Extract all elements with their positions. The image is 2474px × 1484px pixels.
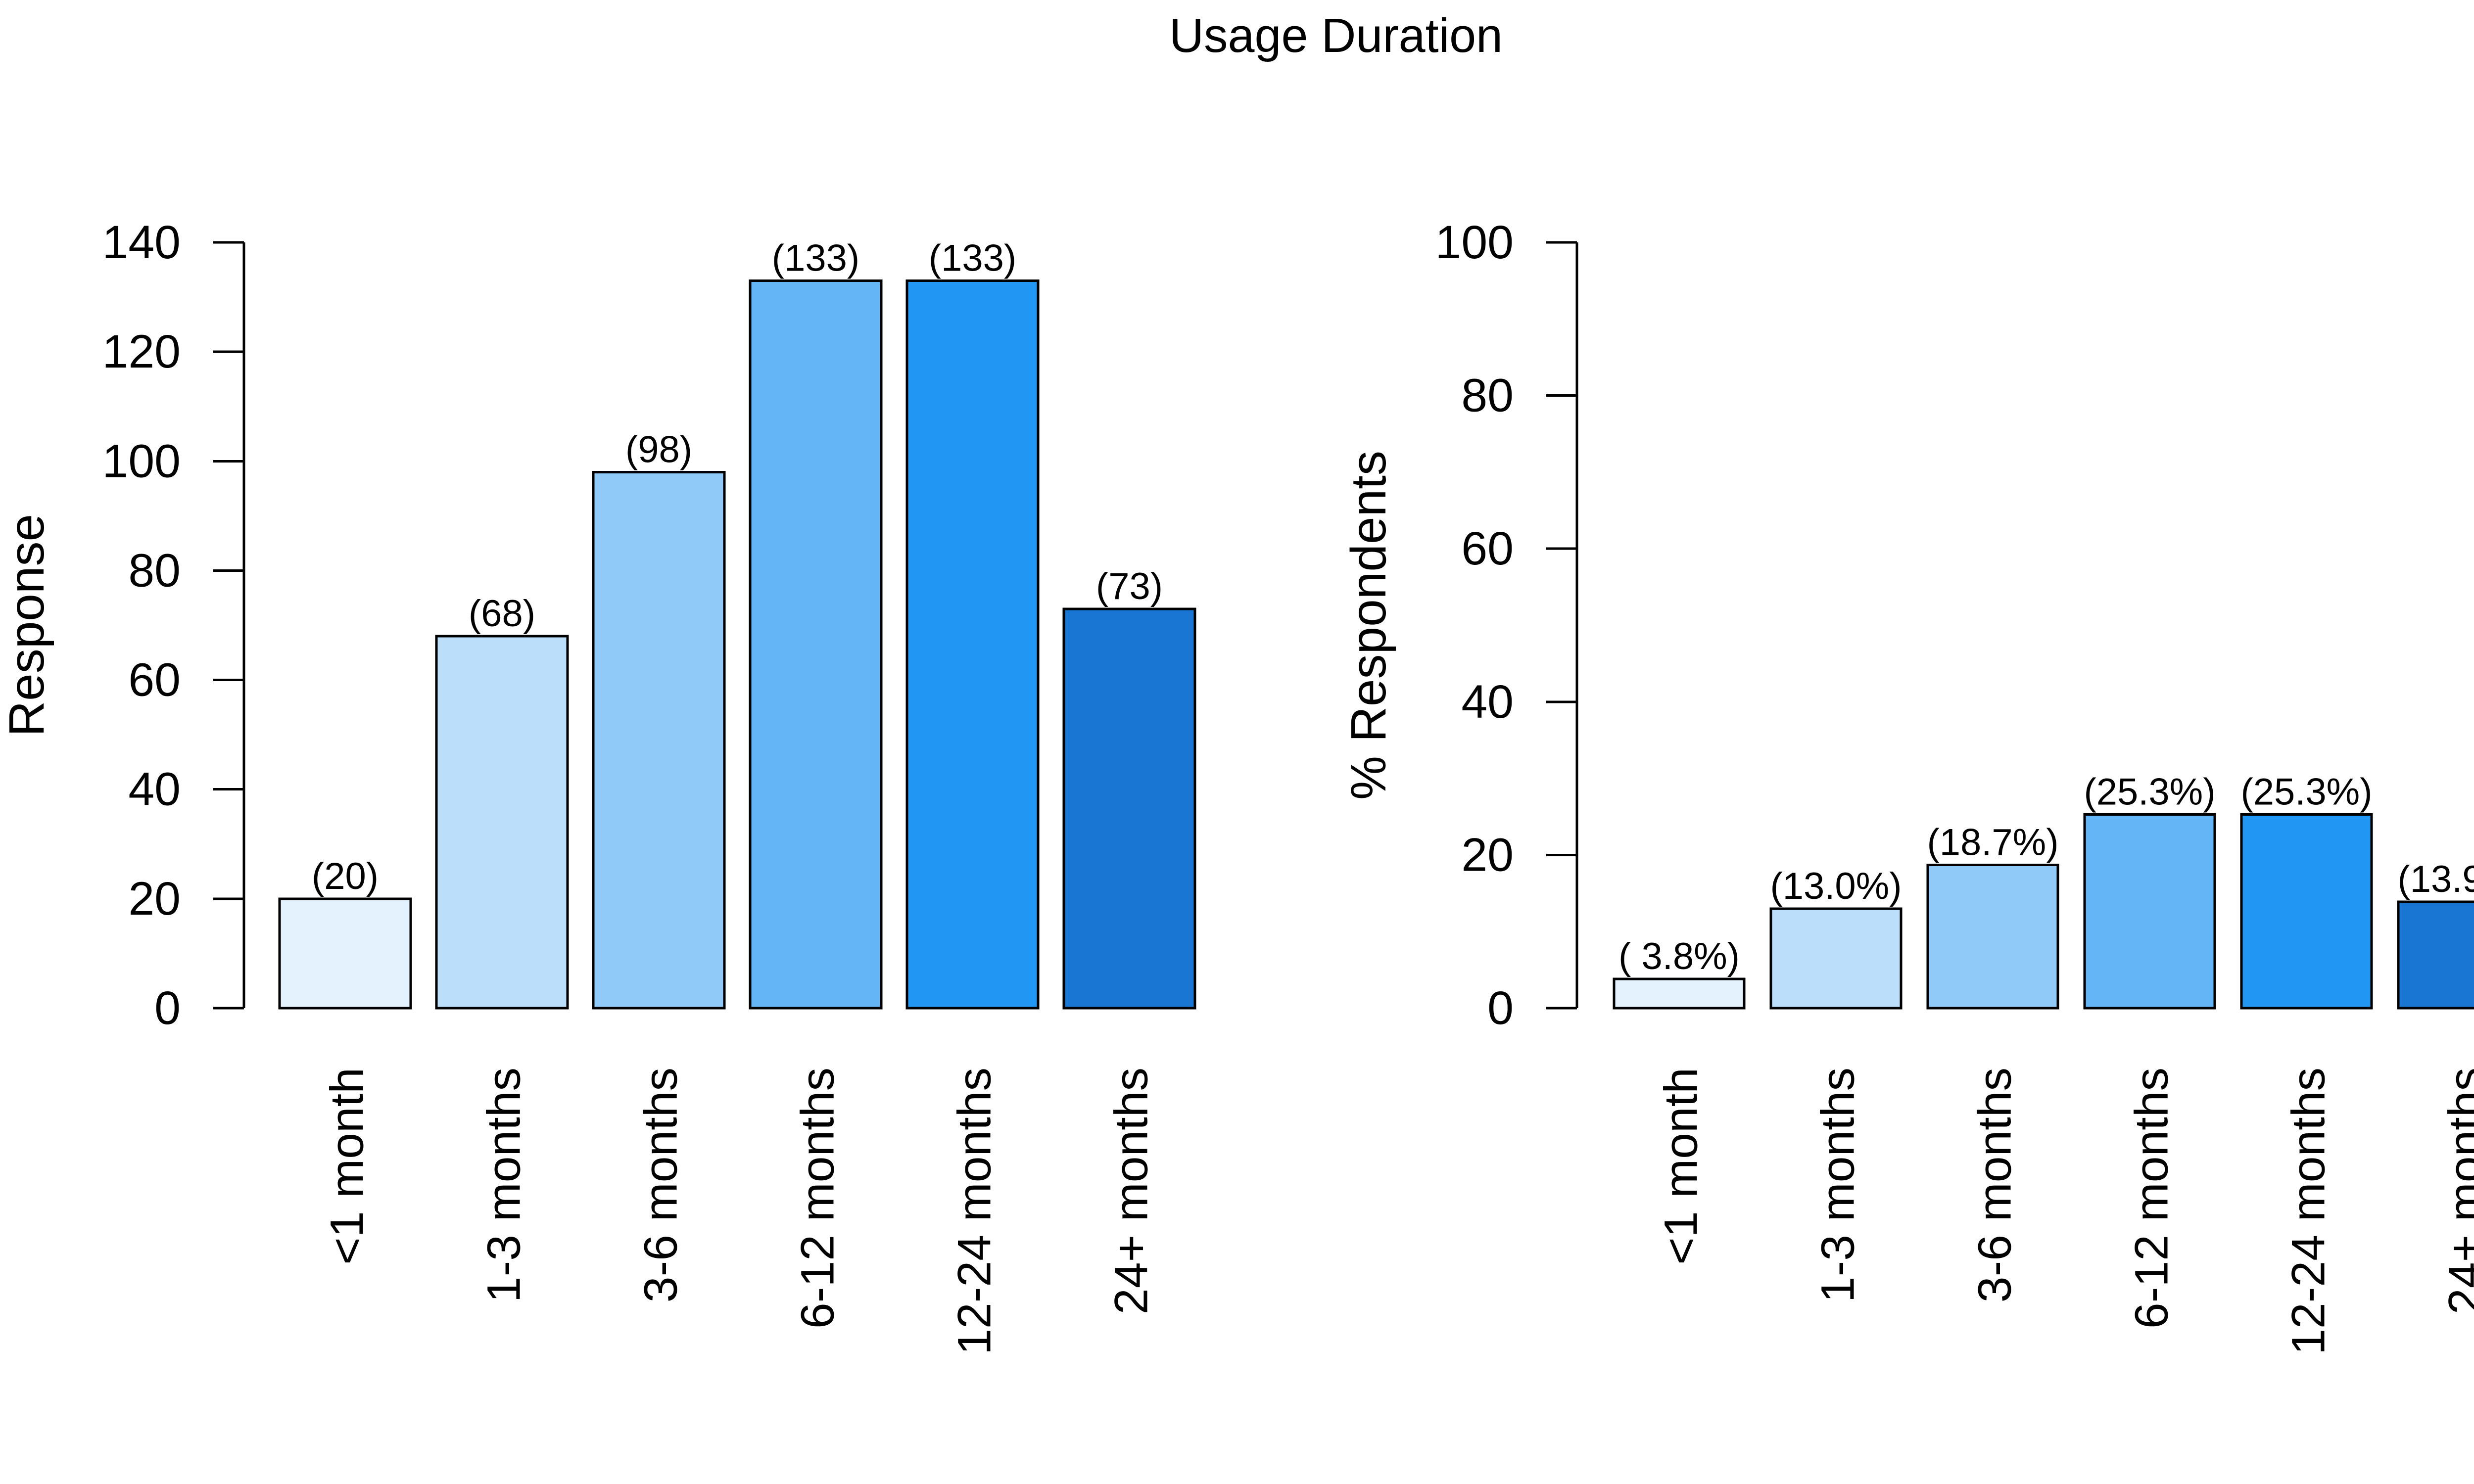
bar xyxy=(1613,977,1746,1010)
x-category-label: 6-12 months xyxy=(2126,1067,2178,1329)
y-axis-title: % Respondents xyxy=(1341,451,1396,800)
bar-value-label: (13.9%) xyxy=(2397,858,2474,900)
bar-value-label: (68) xyxy=(469,593,535,635)
x-category-label: 24+ months xyxy=(1105,1067,1158,1314)
bar-value-label: (13.0%) xyxy=(1770,865,1902,907)
x-category-label: <1 month xyxy=(1655,1067,1708,1265)
x-category-label: 12-24 months xyxy=(949,1067,1001,1355)
bar xyxy=(905,279,1040,1010)
bar xyxy=(749,279,883,1010)
bar-value-label: (25.3%) xyxy=(2084,771,2215,813)
y-tick-label: 60 xyxy=(1461,522,1514,575)
x-category-label: 1-3 months xyxy=(1812,1067,1864,1302)
bar xyxy=(278,897,412,1010)
x-category-label: <1 month xyxy=(321,1067,374,1265)
y-tick-label: 120 xyxy=(102,325,181,378)
x-category-label: 6-12 months xyxy=(792,1067,844,1329)
x-category-label: 24+ months xyxy=(2439,1067,2474,1314)
y-tick-label: 40 xyxy=(128,763,181,816)
bar-value-label: (73) xyxy=(1096,565,1163,607)
bar-value-label: (18.7%) xyxy=(1927,822,2058,864)
bar-value-label: (20) xyxy=(312,855,379,897)
y-tick-label: 140 xyxy=(102,216,181,269)
y-tick-label: 0 xyxy=(1487,982,1514,1034)
y-tick-label: 80 xyxy=(128,544,181,597)
x-category-label: 1-3 months xyxy=(478,1067,530,1302)
right-chart: 0 20 40 60 80 100 % Respondents ( 3.8%) <1 month… xyxy=(1341,216,2474,1355)
bar-value-label: (98) xyxy=(625,428,692,470)
bar xyxy=(1769,907,1903,1010)
y-axis-title: Response xyxy=(0,514,54,737)
x-category-label: 3-6 months xyxy=(635,1067,687,1302)
bar xyxy=(435,635,569,1010)
bar-value-label: (133) xyxy=(929,237,1016,279)
y-tick-label: 80 xyxy=(1461,370,1514,422)
x-category-label: 12-24 months xyxy=(2283,1067,2335,1355)
y-tick-label: 20 xyxy=(1461,829,1514,881)
y-tick-label: 0 xyxy=(154,982,181,1034)
x-category-label: 3-6 months xyxy=(1969,1067,2021,1302)
bar-value-label: (25.3%) xyxy=(2240,771,2372,813)
y-tick-label: 20 xyxy=(128,873,181,925)
bar xyxy=(2240,813,2373,1010)
y-tick-label: 60 xyxy=(128,654,181,706)
chart-title: Usage Duration xyxy=(1169,8,1503,62)
bar xyxy=(592,470,726,1010)
y-tick-label: 100 xyxy=(102,435,181,487)
bar xyxy=(1062,607,1196,1010)
bar-value-label: ( 3.8%) xyxy=(1618,935,1740,977)
bar-value-label: (133) xyxy=(772,237,859,279)
y-tick-label: 100 xyxy=(1435,216,1514,269)
y-tick-label: 40 xyxy=(1461,676,1514,728)
bar xyxy=(2083,813,2216,1010)
bar xyxy=(1926,864,2059,1010)
bar xyxy=(2397,900,2474,1010)
left-chart: 0 20 40 60 80 100 120 140 Response (20) <1 month (6… xyxy=(0,216,1196,1355)
